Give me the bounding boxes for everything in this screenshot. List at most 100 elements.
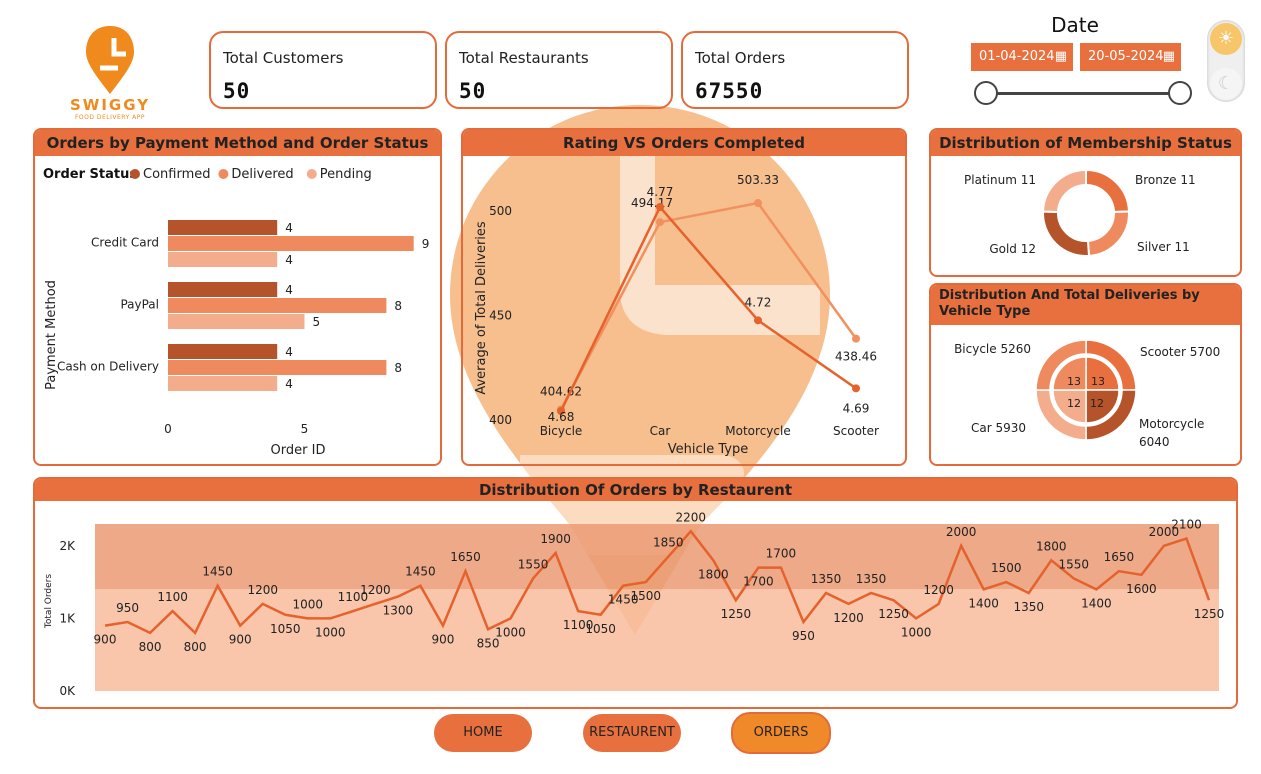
legend-marker xyxy=(130,169,140,179)
category-label: Cash on Delivery xyxy=(57,360,159,374)
calendar-icon[interactable]: ▦ xyxy=(1162,49,1175,64)
data-label: 800 xyxy=(139,640,162,654)
legend-title: Order Status xyxy=(43,167,137,182)
data-label: 1450 xyxy=(202,565,233,579)
bar xyxy=(168,298,387,313)
series-line-rating xyxy=(559,204,857,412)
kpi-value: 67550 xyxy=(695,79,764,103)
series-line-deliveries xyxy=(559,201,858,410)
y-axis-label: Payment Method xyxy=(44,280,59,390)
bar xyxy=(168,314,305,329)
inner-value-label: 12 xyxy=(1090,397,1104,410)
vehicle-donut-chart: 13 12 12 13 Scooter 5700 Motorcycle 6040 Car 59… xyxy=(954,339,1220,449)
data-label: 1100 xyxy=(563,618,594,632)
y-tick-label: 2K xyxy=(59,539,76,553)
data-label: 1000 xyxy=(495,625,526,639)
data-label: 850 xyxy=(477,636,500,650)
data-label: 1550 xyxy=(518,557,549,571)
data-label: 900 xyxy=(229,633,252,647)
kpi-value: 50 xyxy=(223,79,251,103)
data-point xyxy=(557,407,565,415)
outer-label: Motorcycle xyxy=(1139,417,1204,431)
data-label: 1350 xyxy=(856,572,887,586)
brand-tagline: FOOD DELIVERY APP xyxy=(74,114,146,121)
orders-button[interactable]: ORDERS xyxy=(731,712,831,754)
home-button[interactable]: HOME xyxy=(434,714,532,752)
x-axis-label: Vehicle Type xyxy=(668,442,748,457)
data-label: 1800 xyxy=(698,567,729,581)
sun-icon[interactable]: ☀ xyxy=(1210,23,1242,55)
lower-band xyxy=(95,589,1219,691)
payment-method-panel: Orders by Payment Method and Order Statu… xyxy=(33,128,442,466)
outer-label: Car 5930 xyxy=(971,421,1026,435)
data-label: 4.72 xyxy=(745,295,772,309)
donut-label: Bronze 11 xyxy=(1135,173,1196,187)
kpi-label: Total Restaurants xyxy=(459,49,589,67)
data-label: 1400 xyxy=(968,596,999,610)
data-label: 4.77 xyxy=(647,185,674,199)
bar-value-label: 4 xyxy=(285,253,293,267)
kpi-label: Total Customers xyxy=(223,49,344,67)
data-label: 1700 xyxy=(766,547,797,561)
data-point xyxy=(754,316,762,325)
kpi-value: 50 xyxy=(459,79,487,103)
bar xyxy=(168,376,278,391)
kpi-total-customers: Total Customers 50 xyxy=(209,31,437,109)
legend-marker xyxy=(218,169,229,179)
restaurant-button[interactable]: RESTAURENT xyxy=(583,714,681,752)
x-axis-label: Order ID xyxy=(271,443,326,458)
data-label: 1500 xyxy=(630,589,661,603)
x-tick-label: 0 xyxy=(164,422,172,436)
brand-name: SWIGGY xyxy=(70,96,151,114)
legend-label: Pending xyxy=(320,167,372,182)
data-label: 1000 xyxy=(315,625,346,639)
x-tick-label: Scooter xyxy=(833,424,879,438)
kpi-total-restaurants: Total Restaurants 50 xyxy=(445,31,673,109)
inner-value-label: 13 xyxy=(1091,375,1105,388)
bar xyxy=(168,236,414,251)
data-point xyxy=(852,334,860,343)
swiggy-logo-icon xyxy=(86,26,134,94)
data-label: 1300 xyxy=(383,604,414,618)
date-slider[interactable] xyxy=(974,80,1194,106)
data-label: 1350 xyxy=(811,572,842,586)
date-end-value: 20-05-2024 xyxy=(1088,49,1164,64)
payment-method-chart: Order Status Confirmed Delivered Pending Pay… xyxy=(43,167,429,458)
data-label: 1100 xyxy=(338,590,369,604)
bar-value-label: 4 xyxy=(285,345,293,359)
data-label: 1550 xyxy=(1059,557,1090,571)
y-tick-label: 450 xyxy=(489,309,512,323)
data-label: 1000 xyxy=(901,625,932,639)
legend-label: Confirmed xyxy=(143,167,211,182)
inner-value-label: 12 xyxy=(1067,397,1081,410)
orders-line-chart: 0K 1K 2K Total Orders 900 950 800 1100 800 1450 90… xyxy=(44,510,1224,698)
calendar-icon[interactable]: ▦ xyxy=(1054,49,1067,64)
date-filter-title: Date xyxy=(1051,13,1099,37)
data-point xyxy=(852,384,860,393)
data-label: 1200 xyxy=(833,611,864,625)
data-label: 2000 xyxy=(946,525,977,539)
date-slider-start-handle[interactable] xyxy=(974,81,998,105)
y-tick-label: 400 xyxy=(489,413,512,427)
x-tick-label: Car xyxy=(650,424,671,438)
data-point xyxy=(754,199,762,208)
kpi-label: Total Orders xyxy=(695,49,786,67)
date-slider-end-handle[interactable] xyxy=(1168,81,1192,105)
rating-vs-orders-panel: Rating VS Orders Completed 400 450 500 Aver… xyxy=(461,128,907,466)
orders-by-restaurant-panel: Distribution Of Orders by Restaurent 0K 1… xyxy=(33,477,1238,709)
panel-title: Rating VS Orders Completed xyxy=(463,130,905,156)
theme-toggle[interactable]: ☀ ☾ xyxy=(1207,20,1245,102)
date-end-input[interactable]: 20-05-2024 ▦ xyxy=(1080,43,1181,71)
data-label: 900 xyxy=(94,633,117,647)
date-start-input[interactable]: 01-04-2024 ▦ xyxy=(971,43,1073,71)
swiggy-logo: SWIGGY FOOD DELIVERY APP xyxy=(70,24,150,124)
bar-value-label: 4 xyxy=(285,283,293,297)
moon-icon[interactable]: ☾ xyxy=(1210,68,1242,100)
legend-label: Delivered xyxy=(231,167,293,182)
bar-value-label: 4 xyxy=(285,221,293,235)
data-label: 950 xyxy=(792,629,815,643)
data-label: 1650 xyxy=(1104,550,1135,564)
legend-marker xyxy=(306,169,317,179)
category-label: PayPal xyxy=(120,298,159,312)
